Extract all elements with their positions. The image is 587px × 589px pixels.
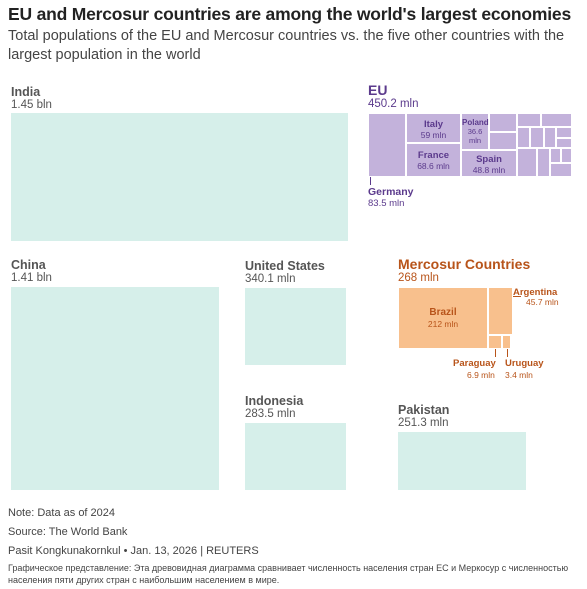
mercosur-cell-paraguay <box>488 335 502 349</box>
argentina-value: 45.7 mln <box>526 297 559 307</box>
mercosur-treemap: Brazil 212 mln <box>398 287 513 349</box>
indonesia-value: 283.5 mln <box>245 408 296 420</box>
india-label: India <box>11 85 41 99</box>
brazil-label: Brazil <box>429 307 457 318</box>
italy-value: 59 mln <box>420 130 447 140</box>
eu-label: EU <box>368 82 388 98</box>
spain-label: Spain <box>476 154 502 165</box>
paraguay-label: Paraguay <box>453 358 496 369</box>
united-states-box <box>245 288 346 365</box>
chart-title: EU and Mercosur countries are among the … <box>8 4 571 24</box>
spain-value: 48.8 mln <box>472 165 506 175</box>
eu-cell-small <box>550 163 572 177</box>
uruguay-label: Uruguay <box>505 358 544 369</box>
mercosur-label: Mercosur Countries <box>398 256 531 272</box>
uruguay-leader-line <box>507 349 508 357</box>
poland-label: Poland <box>462 118 489 127</box>
eu-cell-small <box>541 113 572 127</box>
france-value: 68.6 mln <box>417 161 450 171</box>
china-label: China <box>11 258 46 272</box>
mercosur-value: 268 mln <box>398 272 439 284</box>
eu-cell-small <box>556 127 572 138</box>
germany-leader-line <box>370 177 371 185</box>
mercosur-cell-uruguay <box>502 335 511 349</box>
brazil-value: 212 mln <box>427 319 459 329</box>
eu-cell-small <box>517 148 537 177</box>
eu-cell-france: France 68.6 mln <box>406 143 461 177</box>
china-value: 1.41 bln <box>11 272 52 284</box>
india-value: 1.45 bln <box>11 99 52 111</box>
eu-cell-small <box>530 127 544 148</box>
pakistan-box <box>398 432 526 490</box>
uruguay-value: 3.4 mln <box>505 370 533 380</box>
united-states-value: 340.1 mln <box>245 273 296 285</box>
germany-label: Germany <box>368 186 414 198</box>
indonesia-box <box>245 423 346 490</box>
france-label: France <box>417 150 450 161</box>
source: Source: The World Bank <box>8 526 128 538</box>
credit: Pasit Kongkunakornkul • Jan. 13, 2026 | … <box>8 545 259 557</box>
note: Note: Data as of 2024 <box>8 507 116 519</box>
eu-cell-spain: Spain 48.8 mln <box>461 150 517 177</box>
eu-cell-small <box>489 113 517 132</box>
pakistan-label: Pakistan <box>398 403 450 417</box>
eu-cell-small <box>556 138 572 148</box>
eu-cell-small <box>550 148 561 163</box>
eu-cell-small <box>544 127 556 148</box>
eu-cell-poland: Poland 36.6 mln <box>461 113 489 150</box>
united-states-label: United States <box>245 259 325 273</box>
eu-cell-germany <box>368 113 406 177</box>
eu-treemap: Italy 59 mln France 68.6 mln Poland 36.6… <box>368 113 572 177</box>
argentina-label: Argentina <box>513 287 558 298</box>
eu-cell-small <box>517 113 541 127</box>
italy-label: Italy <box>423 119 443 130</box>
argentina-leader-line <box>513 296 521 297</box>
eu-value: 450.2 mln <box>368 98 419 110</box>
paraguay-leader-line <box>495 349 496 357</box>
eu-cell-italy: Italy 59 mln <box>406 113 461 143</box>
germany-value: 83.5 mln <box>368 198 405 209</box>
mercosur-cell-brazil: Brazil 212 mln <box>398 287 488 349</box>
chart-subtitle: Total populations of the EU and Mercosur… <box>8 28 565 63</box>
eu-cell-small <box>561 148 572 163</box>
eu-cell-small <box>517 127 530 148</box>
china-box <box>11 287 219 490</box>
indonesia-label: Indonesia <box>245 394 304 408</box>
description: Графическое представление: Эта древовидн… <box>8 563 569 585</box>
paraguay-value: 6.9 mln <box>467 370 495 380</box>
pakistan-value: 251.3 mln <box>398 417 449 429</box>
poland-value: 36.6 mln <box>467 127 483 145</box>
mercosur-cell-argentina <box>488 287 513 335</box>
eu-cell-small <box>489 132 517 150</box>
eu-cell-small <box>537 148 550 177</box>
india-box <box>11 113 348 241</box>
